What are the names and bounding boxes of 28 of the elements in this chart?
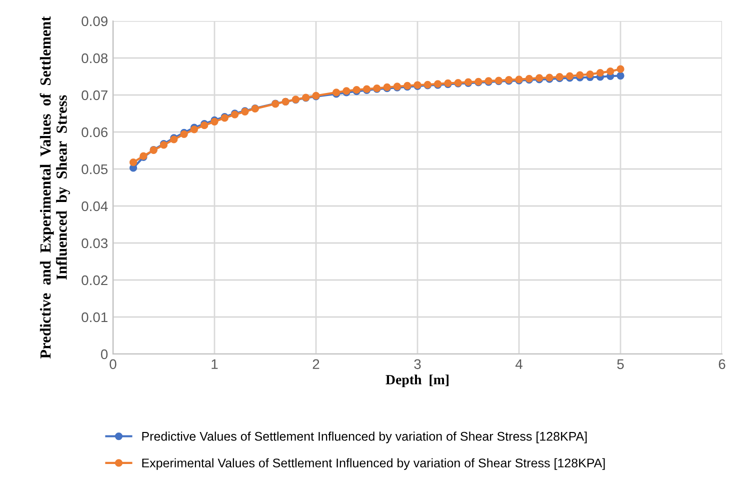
point [576, 71, 584, 79]
y-axis-title: Predictive and Experimental Values of Settlement Influenced by Shear Stress [40, 16, 70, 359]
x-axis-title: Depth [m] [386, 374, 448, 388]
y-tick-label: 0.01 [82, 312, 108, 322]
x-tick-label: 3 [414, 359, 421, 370]
y-tick-label: 0.02 [82, 275, 108, 286]
x-tick-label: 4 [515, 359, 522, 369]
point [616, 65, 624, 73]
y-tick-label: 0.07 [82, 90, 108, 100]
y-tick-label: 0.06 [82, 127, 108, 138]
point [129, 158, 138, 166]
point [606, 68, 614, 76]
y-tick-label: 0.03 [82, 238, 108, 248]
point [586, 70, 594, 78]
x-tick-label: 5 [617, 359, 624, 370]
y-tick-label: 0.04 [82, 201, 108, 212]
x-tick-label: 1 [212, 359, 218, 369]
x-tick-label: 6 [718, 359, 726, 370]
point [616, 72, 624, 80]
x-tick-label: 0 [110, 359, 116, 370]
y-tick-label: 0.05 [82, 164, 108, 174]
y-tick-label: 0.09 [82, 16, 108, 26]
x-tick-label: 2 [312, 359, 320, 369]
point [596, 68, 604, 77]
legend-label: Predictive Values of Settlement Influenced by variation of Shear Stress [128KPA] [142, 432, 587, 444]
y-tick-label: 0 [100, 349, 108, 360]
y-tick-label: 0.08 [82, 53, 108, 64]
legend-label: Experimental Values of Settlement Influenced by variation of Shear Stress [128KPA] [142, 458, 605, 470]
